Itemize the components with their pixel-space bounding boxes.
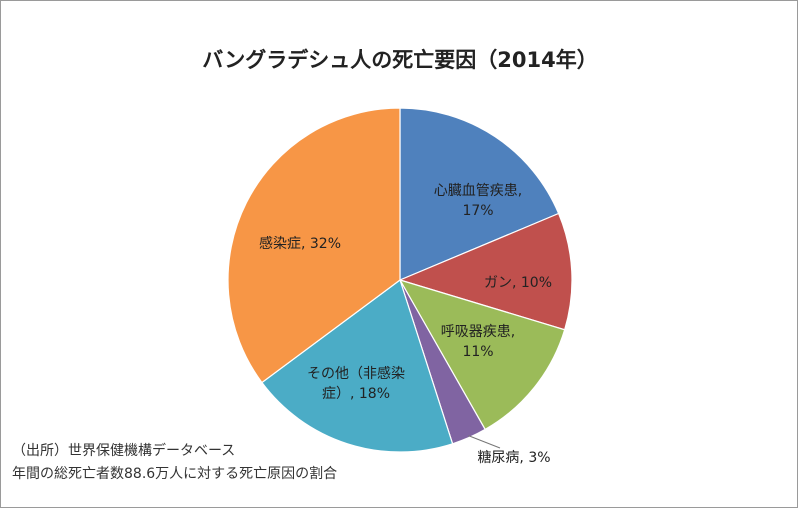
source-line-2: 年間の総死亡者数88.6万人に対する死亡原因の割合 [12, 466, 338, 482]
pie-slice-5 [261, 279, 454, 453]
pie-slice-3 [398, 278, 566, 431]
source-note: （出所）世界保健機構データベース 年間の総死亡者数88.6万人に対する死亡原因の… [12, 440, 337, 486]
pie-slice-1 [399, 107, 560, 281]
data-label-1: 心臓血管疾患, 17% [434, 183, 522, 219]
data-label-3: 呼吸器疾患, 11% [441, 324, 515, 360]
leader-line [468, 435, 501, 449]
data-label-2: ガン, 10% [484, 275, 552, 291]
data-label-6: 感染症, 32% [259, 235, 341, 252]
data-label-5: その他（非感染症）, 18% [307, 365, 405, 402]
source-line-1: （出所）世界保健機構データベース [12, 443, 236, 459]
pie-slice-6 [227, 107, 401, 384]
pie-slice-2 [398, 212, 573, 331]
chart-title: バングラデシュ人の死亡要因（2014年） [202, 48, 598, 72]
data-label-4: 糖尿病, 3% [477, 450, 550, 466]
